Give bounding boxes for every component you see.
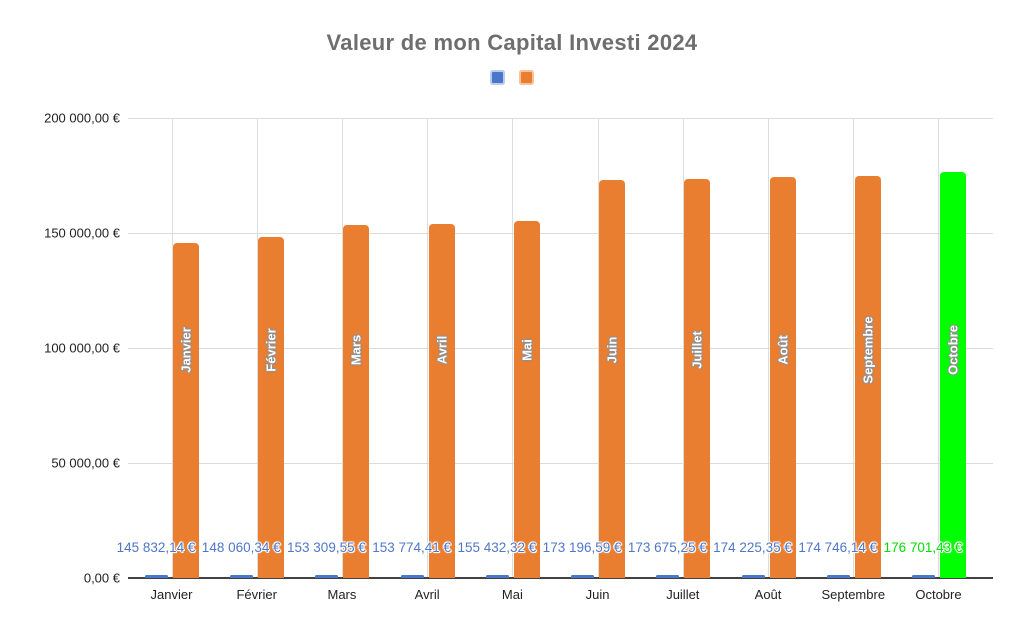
x-axis-tick-label: Octobre xyxy=(915,587,962,602)
bar-series2-septembre[interactable] xyxy=(854,176,881,578)
bar-series2-octobre[interactable] xyxy=(939,171,966,578)
y-axis-tick-label: 200 000,00 € xyxy=(44,110,120,126)
legend-key-series-1[interactable] xyxy=(492,72,503,83)
x-axis-tick-label: Septembre xyxy=(821,587,886,602)
x-gridline xyxy=(512,118,514,578)
value-data-label: 148 060,34 € xyxy=(201,540,281,555)
y-axis-tick-label: 100 000,00 € xyxy=(44,340,120,356)
inbar-month-label: Janvier xyxy=(178,327,194,373)
value-data-label: 176 701,43 € xyxy=(883,540,963,555)
value-data-label: 155 432,32 € xyxy=(457,540,537,555)
bar-series2-mars[interactable] xyxy=(343,225,370,578)
inbar-month-label: Février xyxy=(263,328,279,372)
inbar-month-label: Août xyxy=(775,335,791,365)
value-data-label: 173 675,25 € xyxy=(627,540,707,555)
y-axis-tick-label: 150 000,00 € xyxy=(44,225,120,241)
x-axis-tick-label: Mars xyxy=(327,587,357,602)
x-axis-tick-label: Juin xyxy=(585,587,610,602)
bar-series1-août[interactable] xyxy=(741,575,765,578)
bar-series1-mars[interactable] xyxy=(315,575,339,578)
bar-series1-février[interactable] xyxy=(230,575,254,578)
x-gridline xyxy=(768,118,770,578)
x-gridline xyxy=(341,118,343,578)
value-data-label: 174 746,14 € xyxy=(798,540,878,555)
x-axis-tick-label: Février xyxy=(236,587,277,602)
x-gridline xyxy=(427,118,429,578)
bar-series1-mai[interactable] xyxy=(485,575,509,578)
legend-key-series-2[interactable] xyxy=(521,72,532,83)
inbar-month-label: Mars xyxy=(348,334,364,366)
x-gridline xyxy=(853,118,855,578)
x-gridline xyxy=(938,118,940,578)
x-axis-tick-label: Août xyxy=(754,587,782,602)
inbar-month-label: Avril xyxy=(434,335,450,365)
x-gridline xyxy=(171,118,173,578)
x-gridline xyxy=(597,118,599,578)
y-gridline xyxy=(128,118,993,119)
value-data-label: 153 309,55 € xyxy=(287,540,366,555)
y-gridline xyxy=(128,463,993,464)
bar-series2-mai[interactable] xyxy=(513,220,540,578)
bar-series2-janvier[interactable] xyxy=(173,242,199,578)
inbar-month-label: Mai xyxy=(519,339,535,361)
bar-series1-juin[interactable] xyxy=(571,575,595,578)
x-gridline xyxy=(682,118,684,578)
y-axis-tick-label: 50 000,00 € xyxy=(51,455,120,471)
y-gridline xyxy=(128,233,993,234)
bar-series2-juillet[interactable] xyxy=(684,178,711,578)
inbar-month-label: Octobre xyxy=(945,325,961,375)
x-gridline xyxy=(256,118,258,578)
x-axis-tick-label: Juillet xyxy=(666,587,700,602)
bar-series1-juillet[interactable] xyxy=(656,575,680,578)
bar-series1-septembre[interactable] xyxy=(826,575,850,578)
chart-title: Valeur de mon Capital Investi 2024 xyxy=(326,30,698,55)
value-data-label: 173 196,59 € xyxy=(542,540,622,555)
bar-series1-avril[interactable] xyxy=(400,575,424,578)
x-axis-tick-label: Mai xyxy=(501,587,523,602)
inbar-month-label: Juin xyxy=(604,336,620,364)
bar-series2-juin[interactable] xyxy=(599,179,626,578)
bar-series1-octobre[interactable] xyxy=(911,575,935,578)
y-gridline xyxy=(128,348,993,349)
x-axis-tick-label: Avril xyxy=(414,587,440,602)
bar-series2-février[interactable] xyxy=(258,237,285,578)
y-axis-tick-label: 0,00 € xyxy=(83,570,120,586)
chart-legend xyxy=(0,72,1024,83)
inbar-month-label: Septembre xyxy=(860,316,876,384)
bar-series1-janvier[interactable] xyxy=(145,575,168,578)
x-axis-tick-label: Janvier xyxy=(150,587,193,602)
bar-series2-août[interactable] xyxy=(769,177,796,578)
x-axis-baseline xyxy=(128,577,993,579)
inbar-month-label: Juillet xyxy=(689,331,705,369)
value-data-label: 174 225,35 € xyxy=(713,540,792,555)
bar-series2-avril[interactable] xyxy=(428,224,455,578)
value-data-label: 153 774,41 € xyxy=(372,540,452,555)
value-data-label: 145 832,14 € xyxy=(116,540,196,555)
